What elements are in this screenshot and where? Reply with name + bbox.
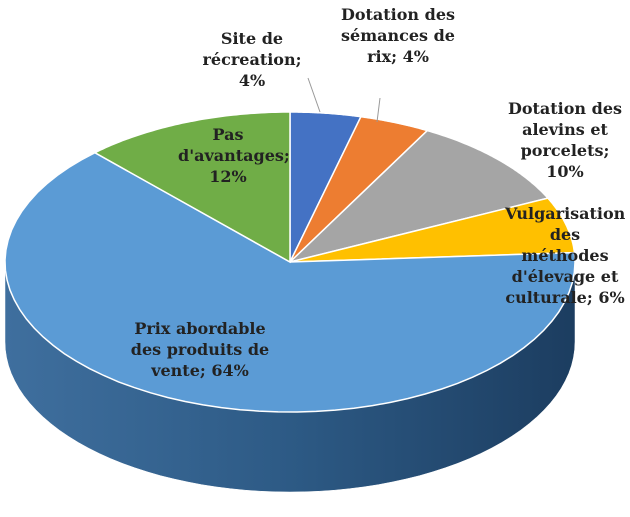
pie-slice xyxy=(93,111,291,264)
pie-slice xyxy=(287,129,550,264)
data-label: Dotation des sémances de rix; 4% xyxy=(340,5,456,66)
data-label: Prix abordable des produits de vente; 64… xyxy=(130,319,270,380)
data-label: Pas d'avantages; 12% xyxy=(178,125,290,186)
pie-slice xyxy=(289,115,429,263)
leader-line xyxy=(307,77,321,113)
pie-slice xyxy=(4,151,576,413)
pie-slice xyxy=(289,197,576,263)
data-label: Dotation des alevins et porcelets; 10% xyxy=(507,99,623,181)
data-label: Vulgarisation des méthodes d'élevage et … xyxy=(505,204,626,307)
data-label: Site de récreation; 4% xyxy=(202,29,302,90)
leader-line xyxy=(376,97,381,123)
